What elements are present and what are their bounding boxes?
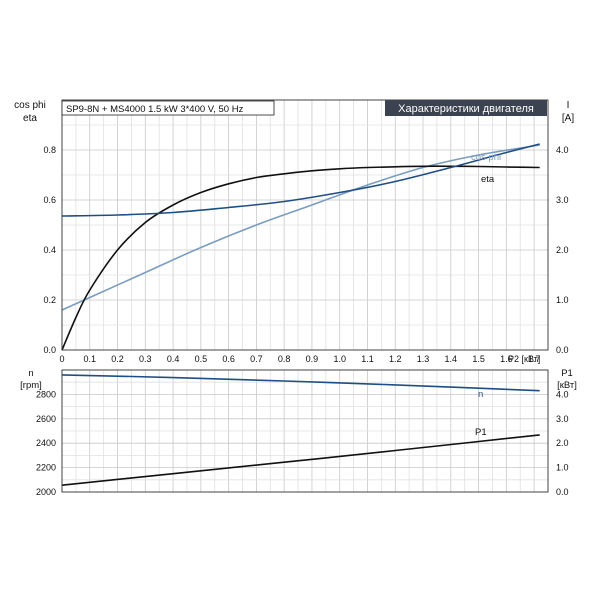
top-right-y-tick-label: 1.0 <box>556 295 569 305</box>
bottom-chart-series <box>61 374 540 486</box>
series-label-eta: eta <box>481 174 495 185</box>
x-tick-label: 0.6 <box>222 354 235 364</box>
series-line-p1 <box>61 434 540 486</box>
bottom-left-y-tick-label: 2400 <box>36 438 56 448</box>
top-right-y-tick-label: 3.0 <box>556 195 569 205</box>
x-tick-label: 1.6 <box>500 354 513 364</box>
bottom-left-y-tick-label: 2200 <box>36 463 56 473</box>
x-tick-label: 1.3 <box>417 354 430 364</box>
bottom-left-y-tick-label: 2800 <box>36 389 56 399</box>
x-tick-label: 1.1 <box>361 354 374 364</box>
x-tick-label: 0.3 <box>139 354 152 364</box>
bottom-right-y-tick-label: 2.0 <box>556 438 569 448</box>
top-chart-series <box>61 143 540 351</box>
bottom-right-y-tick-label: 0.0 <box>556 487 569 497</box>
banner-text: Характеристики двигателя <box>398 103 534 115</box>
top-right-y-tick-label: 0.0 <box>556 345 569 355</box>
top-left-axis-label-2: eta <box>23 113 37 124</box>
x-tick-label: 1.7 <box>528 354 541 364</box>
series-label-p1: P1 <box>475 427 487 438</box>
x-tick-label: 0.1 <box>84 354 97 364</box>
bottom-chart-frame <box>61 369 549 493</box>
top-plot-frame <box>61 99 549 351</box>
banner-box <box>385 100 547 116</box>
series-line-n <box>61 374 540 392</box>
series-label-cos-phi: cos phi <box>471 152 501 163</box>
top-chart-grid <box>61 99 549 351</box>
x-tick-label: 1.2 <box>389 354 402 364</box>
series-line-eta <box>61 165 540 351</box>
top-left-y-tick-label: 0.0 <box>43 345 56 355</box>
top-right-y-tick-label: 4.0 <box>556 145 569 155</box>
top-left-axis-label-1: cos phi <box>14 100 46 111</box>
x-tick-label: 0.8 <box>278 354 291 364</box>
x-tick-label: 0.4 <box>167 354 180 364</box>
bottom-left-y-tick-label: 2600 <box>36 414 56 424</box>
top-left-y-tick-label: 0.2 <box>43 295 56 305</box>
bottom-right-axis-label-2: [кВт] <box>557 380 577 391</box>
series-line-cos-phi <box>61 144 540 311</box>
series-label-n: n <box>478 389 483 400</box>
bottom-left-axis-label-2: [rpm] <box>20 380 42 391</box>
bottom-left-axis-label-1: n <box>28 368 33 379</box>
x-axis-label: P2 [кВт] <box>508 354 540 364</box>
x-tick-label: 0.7 <box>250 354 263 364</box>
top-right-y-tick-label: 2.0 <box>556 245 569 255</box>
bottom-plot-frame <box>61 369 549 493</box>
series-line-i <box>61 143 540 217</box>
title-box <box>61 100 275 116</box>
x-tick-label: 1.5 <box>472 354 485 364</box>
top-right-axis-label-2: [A] <box>562 113 574 124</box>
tick-labels: 0 0.1 0.2 0.3 0.4 0.5 0.6 0.7 0.8 0.9 1.0 1.1 1.2 1.3… <box>36 145 569 497</box>
x-tick-label: 0.2 <box>111 354 124 364</box>
top-left-y-tick-label: 0.4 <box>43 245 56 255</box>
top-left-y-tick-label: 0.6 <box>43 195 56 205</box>
top-left-y-tick-label: 0.8 <box>43 145 56 155</box>
top-right-axis-label-1: I <box>567 100 570 111</box>
title-box-text: SP9-8N + MS4000 1.5 kW 3*400 V, 50 Hz <box>66 104 244 115</box>
x-tick-label: 0.5 <box>195 354 208 364</box>
bottom-right-y-tick-label: 3.0 <box>556 414 569 424</box>
bottom-right-axis-label-1: P1 <box>561 368 573 379</box>
bottom-left-y-tick-label: 2000 <box>36 487 56 497</box>
x-tick-label: 0.9 <box>306 354 319 364</box>
bottom-right-y-tick-label: 4.0 <box>556 389 569 399</box>
bottom-right-y-tick-label: 1.0 <box>556 463 569 473</box>
x-tick-label: 0 <box>59 354 64 364</box>
x-tick-label: 1.0 <box>333 354 346 364</box>
x-tick-label: 1.4 <box>445 354 458 364</box>
top-chart-frame <box>61 99 549 351</box>
